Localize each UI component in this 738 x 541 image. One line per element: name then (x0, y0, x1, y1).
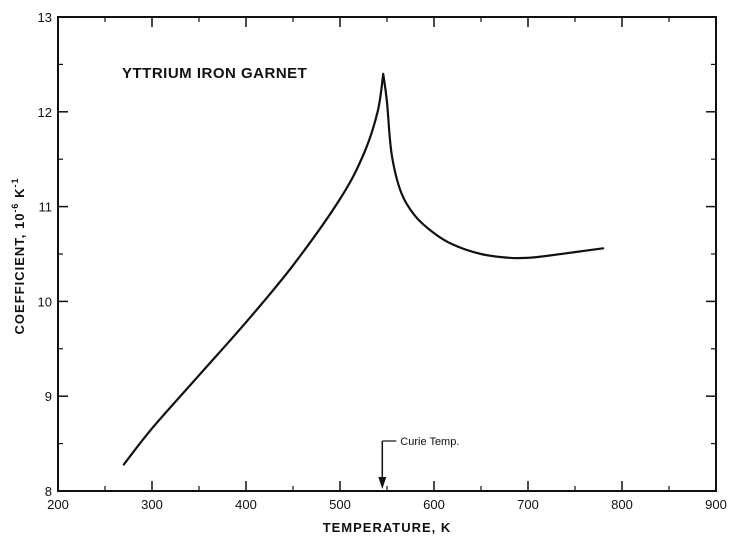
x-tick-label: 600 (423, 497, 445, 512)
y-axis-title-exp2: -1 (10, 178, 20, 188)
plot-border (57, 16, 717, 492)
curie-arrow-head (378, 477, 387, 489)
x-tick-label: 400 (235, 497, 257, 512)
y-tick-label: 10 (38, 294, 52, 309)
x-axis-title: TEMPERATURE, K (323, 520, 452, 535)
x-tick-label: 300 (141, 497, 163, 512)
plot-frame (57, 16, 717, 492)
y-axis-title-unit: K (12, 188, 27, 203)
x-tick-label: 800 (611, 497, 633, 512)
y-axis-title-main: COEFFICIENT, 10 (12, 213, 27, 335)
series-line (122, 72, 605, 466)
y-axis-title: COEFFICIENT, 10-6 K-1 (10, 178, 27, 335)
y-tick-label: 13 (38, 10, 52, 25)
y-ticks: 8 9 10 11 12 13 (38, 10, 716, 499)
curie-annotation: Curie Temp. (378, 436, 459, 489)
y-tick-label: 11 (39, 200, 53, 215)
x-tick-label: 500 (329, 497, 351, 512)
x-tick-label: 200 (47, 497, 69, 512)
y-tick-label: 12 (38, 105, 52, 120)
curie-label: Curie Temp. (400, 436, 459, 448)
x-tick-label: 900 (705, 497, 727, 512)
x-ticks: 200 300 400 500 600 700 800 900 (47, 17, 727, 512)
y-tick-label: 9 (45, 389, 52, 404)
x-tick-label: 700 (517, 497, 539, 512)
chart-title: YTTRIUM IRON GARNET (122, 65, 307, 82)
y-tick-label: 8 (45, 484, 52, 499)
y-axis-title-exp1: -6 (10, 203, 20, 213)
